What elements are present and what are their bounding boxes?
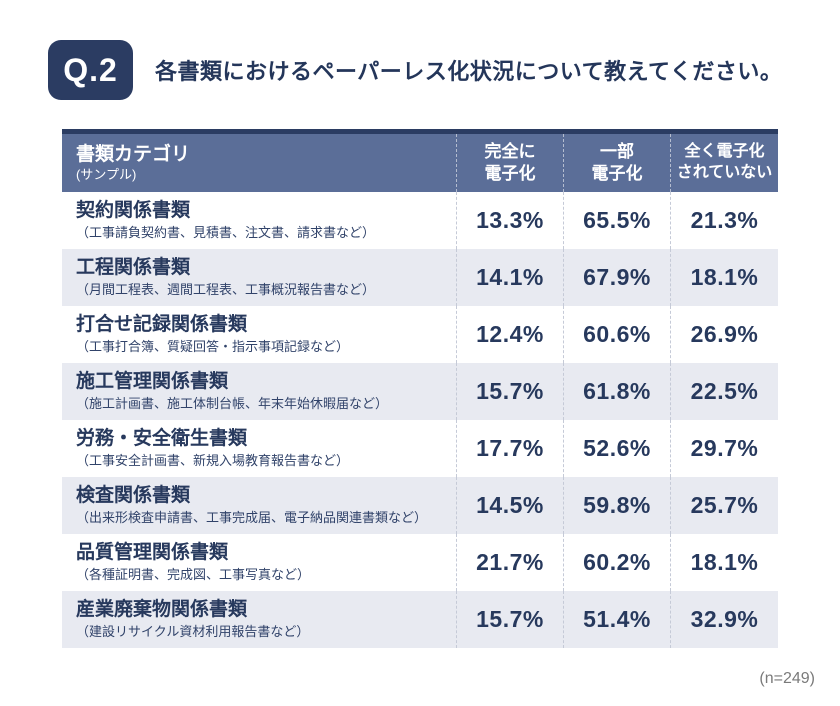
table-row: 産業廃棄物関係書類 （建設リサイクル資材利用報告書など） 15.7% 51.4%… <box>62 591 778 648</box>
header-not-digitized: 全く電子化 されていない <box>670 134 778 192</box>
value-fully-digitized: 12.4% <box>456 306 563 363</box>
category-title: 契約関係書類 <box>76 200 191 222</box>
value-fully-digitized: 14.1% <box>456 249 563 306</box>
table-row: 工程関係書類 （月間工程表、週間工程表、工事概況報告書など） 14.1% 67.… <box>62 249 778 306</box>
table-row: 契約関係書類 （工事請負契約書、見積書、注文書、請求書など） 13.3% 65.… <box>62 192 778 249</box>
category-title: 施工管理関係書類 <box>76 371 229 393</box>
category-sample: （施工計画書、施工体制台帳、年末年始休暇届など） <box>76 396 389 412</box>
category-cell: 契約関係書類 （工事請負契約書、見積書、注文書、請求書など） <box>62 192 456 249</box>
header-none-line1: 全く電子化 <box>684 143 765 161</box>
table-row: 検査関係書類 （出来形検査申請書、工事完成届、電子納品関連書類など） 14.5%… <box>62 477 778 534</box>
question-text: 各書類におけるペーパーレス化状況について教えてください。 <box>155 59 783 84</box>
value-not-digitized: 21.3% <box>670 192 778 249</box>
value-partially-digitized: 59.8% <box>563 477 670 534</box>
header-fully-line2: 電子化 <box>484 164 536 183</box>
category-title: 品質管理関係書類 <box>76 542 229 564</box>
category-sample: （各種証明書、完成図、工事写真など） <box>76 567 311 583</box>
value-not-digitized: 26.9% <box>670 306 778 363</box>
value-partially-digitized: 60.2% <box>563 534 670 591</box>
value-partially-digitized: 52.6% <box>563 420 670 477</box>
question-number-badge: Q.2 <box>48 40 133 100</box>
category-sample: （工事打合簿、質疑回答・指示事項記録など） <box>76 339 350 355</box>
value-not-digitized: 18.1% <box>670 534 778 591</box>
value-not-digitized: 22.5% <box>670 363 778 420</box>
value-fully-digitized: 21.7% <box>456 534 563 591</box>
category-sample: （工事安全計画書、新規入場教育報告書など） <box>76 453 350 469</box>
header-fully-line1: 完全に <box>484 141 536 161</box>
table-row: 労務・安全衛生書類 （工事安全計画書、新規入場教育報告書など） 17.7% 52… <box>62 420 778 477</box>
value-not-digitized: 29.7% <box>670 420 778 477</box>
value-partially-digitized: 61.8% <box>563 363 670 420</box>
category-sample: （月間工程表、週間工程表、工事概況報告書など） <box>76 282 376 298</box>
value-not-digitized: 25.7% <box>670 477 778 534</box>
value-partially-digitized: 51.4% <box>563 591 670 648</box>
paperless-status-table: 書類カテゴリ (サンプル) 完全に 電子化 一部 電子化 全く電子化 されていな… <box>62 129 778 648</box>
value-fully-digitized: 17.7% <box>456 420 563 477</box>
category-sample: （建設リサイクル資材利用報告書など） <box>76 624 310 640</box>
category-cell: 工程関係書類 （月間工程表、週間工程表、工事概況報告書など） <box>62 249 456 306</box>
category-sample: （出来形検査申請書、工事完成届、電子納品関連書類など） <box>76 510 428 526</box>
value-partially-digitized: 67.9% <box>563 249 670 306</box>
header-fully-digitized: 完全に 電子化 <box>456 134 563 192</box>
header-category-sub: (サンプル) <box>76 166 137 182</box>
category-cell: 検査関係書類 （出来形検査申請書、工事完成届、電子納品関連書類など） <box>62 477 456 534</box>
category-title: 産業廃棄物関係書類 <box>76 599 248 621</box>
table-row: 品質管理関係書類 （各種証明書、完成図、工事写真など） 21.7% 60.2% … <box>62 534 778 591</box>
category-title: 労務・安全衛生書類 <box>76 428 248 450</box>
value-partially-digitized: 65.5% <box>563 192 670 249</box>
category-cell: 産業廃棄物関係書類 （建設リサイクル資材利用報告書など） <box>62 591 456 648</box>
category-title: 打合せ記録関係書類 <box>76 314 248 336</box>
category-cell: 打合せ記録関係書類 （工事打合簿、質疑回答・指示事項記録など） <box>62 306 456 363</box>
table-row: 施工管理関係書類 （施工計画書、施工体制台帳、年末年始休暇届など） 15.7% … <box>62 363 778 420</box>
header-none-line2: されていない <box>676 164 773 181</box>
value-not-digitized: 18.1% <box>670 249 778 306</box>
value-fully-digitized: 15.7% <box>456 591 563 648</box>
value-fully-digitized: 13.3% <box>456 192 563 249</box>
header-category-title: 書類カテゴリ <box>76 144 191 165</box>
question-header: Q.2 各書類におけるペーパーレス化状況について教えてください。 <box>48 40 782 100</box>
value-partially-digitized: 60.6% <box>563 306 670 363</box>
header-category-cell: 書類カテゴリ (サンプル) <box>62 134 456 192</box>
category-cell: 品質管理関係書類 （各種証明書、完成図、工事写真など） <box>62 534 456 591</box>
header-partially-digitized: 一部 電子化 <box>563 134 670 192</box>
value-fully-digitized: 14.5% <box>456 477 563 534</box>
table-header-row: 書類カテゴリ (サンプル) 完全に 電子化 一部 電子化 全く電子化 されていな… <box>62 134 778 192</box>
value-fully-digitized: 15.7% <box>456 363 563 420</box>
sample-size-note: (n=249) <box>759 670 815 687</box>
category-title: 工程関係書類 <box>76 257 191 279</box>
category-cell: 施工管理関係書類 （施工計画書、施工体制台帳、年末年始休暇届など） <box>62 363 456 420</box>
header-partial-line2: 電子化 <box>591 164 643 183</box>
category-sample: （工事請負契約書、見積書、注文書、請求書など） <box>76 225 376 241</box>
category-title: 検査関係書類 <box>76 485 191 507</box>
value-not-digitized: 32.9% <box>670 591 778 648</box>
header-partial-line1: 一部 <box>600 141 634 161</box>
table-row: 打合せ記録関係書類 （工事打合簿、質疑回答・指示事項記録など） 12.4% 60… <box>62 306 778 363</box>
category-cell: 労務・安全衛生書類 （工事安全計画書、新規入場教育報告書など） <box>62 420 456 477</box>
